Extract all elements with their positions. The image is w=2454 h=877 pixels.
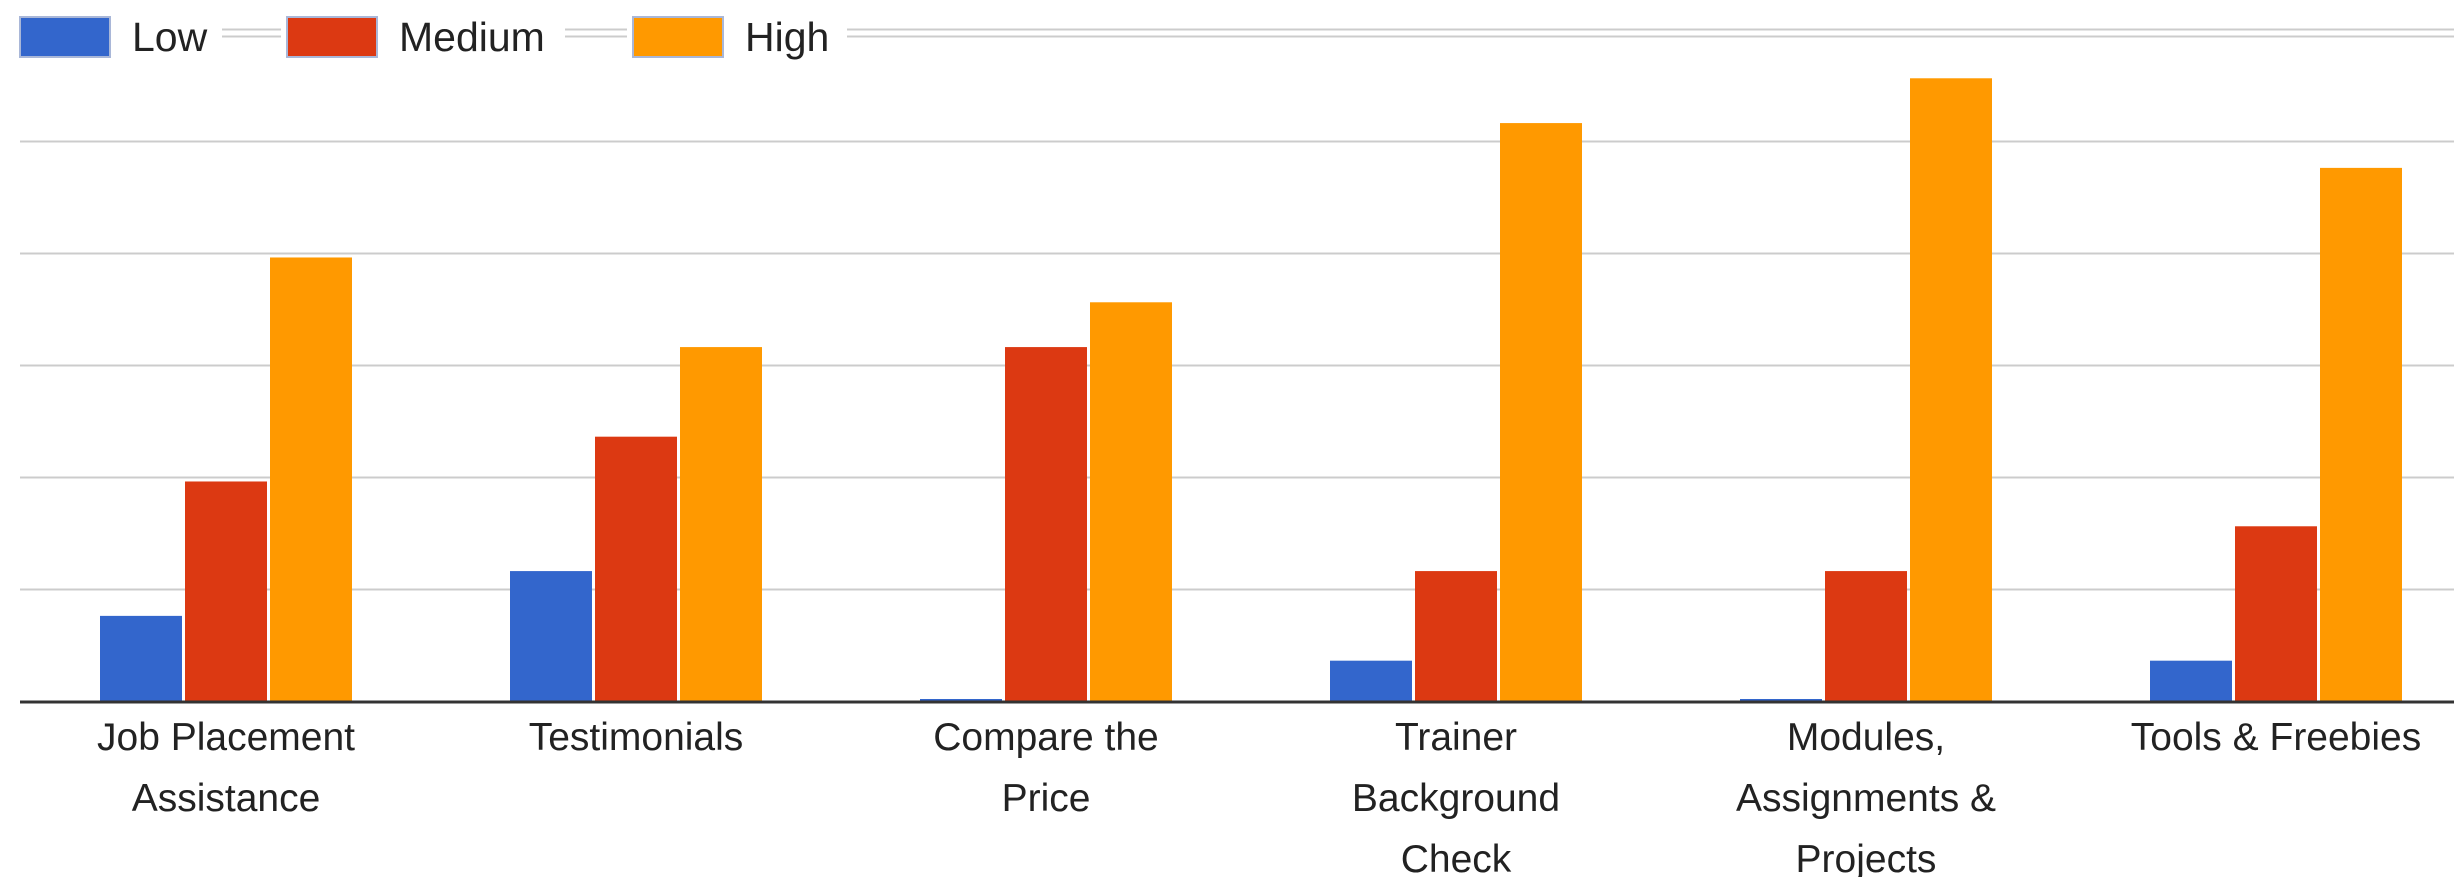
bar-medium-tools-freebies[interactable] (2235, 526, 2317, 701)
bar-high-trainer-background-check[interactable] (1500, 123, 1582, 701)
bar-high-tools-freebies[interactable] (2320, 167, 2402, 701)
bar-low-tools-freebies[interactable] (2150, 660, 2232, 701)
legend-swatch (286, 16, 378, 58)
legend-label: Medium (399, 14, 545, 60)
x-tick-label: Job Placement Assistance (97, 716, 355, 820)
bar-high-testimonials[interactable] (680, 347, 762, 701)
bar-medium-trainer-background-check[interactable] (1415, 571, 1497, 701)
bar-medium-modules-assignments-projects[interactable] (1825, 571, 1907, 701)
bar-low-trainer-background-check[interactable] (1330, 660, 1412, 701)
bar-group-trainer-background-check (1330, 123, 1582, 701)
bar-group-modules-assignments-projects (1740, 78, 1992, 701)
bar-high-job-placement-assistance[interactable] (270, 257, 352, 701)
bar-group-tools-freebies (2150, 167, 2402, 701)
x-tick-label: Trainer Background Check (1352, 716, 1560, 877)
bar-low-compare-the-price[interactable] (920, 699, 1002, 701)
legend-label: High (745, 14, 829, 60)
bar-medium-job-placement-assistance[interactable] (185, 481, 267, 701)
x-tick-label: Compare the Price (933, 716, 1158, 820)
category-labels: Job Placement Assistance Testimonials Compa… (97, 716, 2421, 877)
x-tick-label: Testimonials (529, 716, 744, 759)
legend-item-medium[interactable]: Medium (281, 14, 565, 60)
x-tick-label: Tools & Freebies (2131, 716, 2421, 759)
bar-low-modules-assignments-projects[interactable] (1740, 699, 1822, 701)
bar-group-compare-the-price (920, 302, 1172, 701)
bar-high-compare-the-price[interactable] (1090, 302, 1172, 701)
bar-low-job-placement-assistance[interactable] (100, 615, 182, 701)
bar-low-testimonials[interactable] (510, 571, 592, 701)
bar-medium-compare-the-price[interactable] (1005, 347, 1087, 701)
legend-swatch (632, 16, 724, 58)
legend-label: Low (132, 14, 208, 60)
bar-medium-testimonials[interactable] (595, 436, 677, 701)
bar-high-modules-assignments-projects[interactable] (1910, 78, 1992, 701)
x-tick-label: Modules, Assignments & Projects (1736, 716, 1996, 877)
legend-item-high[interactable]: High (627, 14, 847, 60)
bar-group-job-placement-assistance (100, 257, 352, 701)
bar-groups (100, 78, 2402, 701)
gridlines (20, 28, 2454, 591)
legend-item-low[interactable]: Low (14, 14, 222, 60)
bar-group-testimonials (510, 347, 762, 701)
legend-swatch (19, 16, 111, 58)
legend[interactable]: Low Medium High (14, 14, 2454, 60)
